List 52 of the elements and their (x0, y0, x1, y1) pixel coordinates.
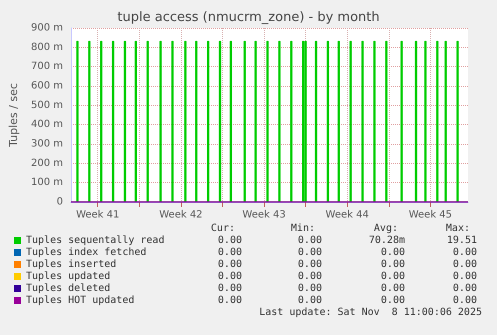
text: Max: (446, 223, 470, 235)
y-tick-label: 300 m (30, 138, 63, 150)
text: 0.00 (380, 295, 405, 307)
legend-label: Tuples deleted (26, 283, 110, 295)
y-tick-label: 400 m (30, 119, 63, 130)
text: 0.00 (452, 259, 477, 271)
y-tick-label: 500 m (30, 100, 63, 111)
text: 0.00 (298, 271, 322, 283)
text: 0.00 (298, 235, 322, 247)
y-tick-label: 900 m (30, 22, 63, 34)
text: 0.00 (452, 295, 477, 307)
text: 0.00 (218, 247, 242, 259)
text: 0.00 (380, 259, 405, 271)
text: 19.51 (446, 235, 477, 247)
text: Min: (290, 223, 315, 235)
x-tick-label: Week 43 (242, 210, 286, 220)
text: 70.28m (368, 235, 405, 247)
x-tick-label: Week 45 (408, 210, 452, 220)
text: 0.00 (218, 283, 242, 295)
text: 0.00 (298, 283, 322, 295)
legend-label: Tuples HOT updated (26, 295, 134, 307)
text: Last update: Sat Nov 8 11:00:06 2025 (259, 307, 482, 319)
text: 0.00 (452, 283, 477, 295)
y-tick-label: 800 m (30, 42, 63, 53)
text: 0.00 (298, 247, 322, 259)
y-tick-label: 200 m (30, 158, 63, 169)
text: 0.00 (452, 247, 477, 259)
text: 0.00 (218, 235, 242, 247)
y-tick-label: 600 m (30, 80, 63, 92)
text: 0.00 (298, 259, 322, 271)
text: Cur: (210, 223, 235, 235)
legend-label: Tuples updated (26, 271, 110, 283)
text: 0.00 (452, 271, 477, 283)
y-tick-label: 100 m (30, 177, 63, 188)
text: 0.00 (298, 295, 322, 307)
x-tick-label: Week 41 (76, 210, 120, 220)
text: 0.00 (380, 271, 405, 283)
text: 0.00 (218, 295, 242, 307)
text: 0.00 (380, 283, 405, 295)
x-tick-label: Week 42 (159, 210, 203, 220)
legend-label: Tuples index fetched (26, 247, 146, 259)
legend-label: Tuples sequentally read (26, 235, 164, 247)
y-tick-label: 700 m (30, 61, 63, 72)
text: Avg: (374, 223, 398, 235)
y-axis-title: Tuples / sec (7, 83, 20, 148)
legend-label: Tuples inserted (26, 259, 116, 271)
y-tick-label: 0 (56, 196, 63, 208)
text: 0.00 (218, 259, 242, 271)
text: 0.00 (218, 271, 242, 283)
x-tick-label: Week 44 (326, 210, 369, 220)
text: 0.00 (380, 247, 405, 259)
chart-title: tuple access (nmucrm_zone) - by month (117, 10, 380, 25)
